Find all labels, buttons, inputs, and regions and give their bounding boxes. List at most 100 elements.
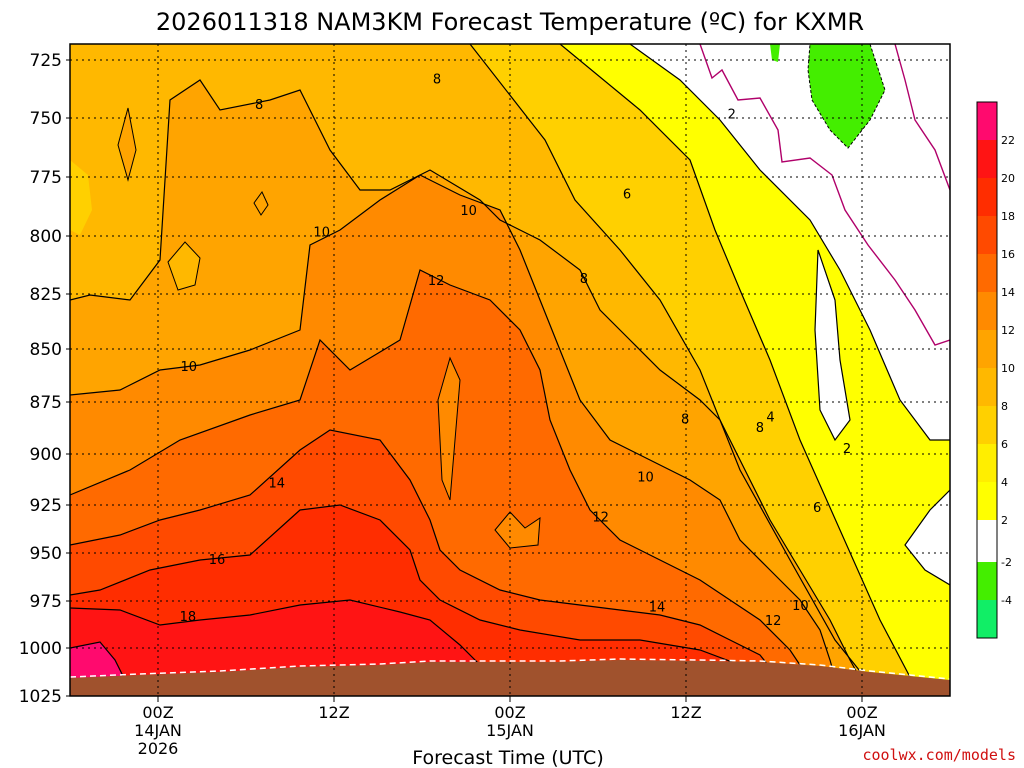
chart-title: 2026011318 NAM3KM Forecast Temperature (… [156,8,864,36]
svg-text:00Z: 00Z [846,703,877,722]
y-tick: 925 [30,496,70,516]
y-tick: 1000 [19,639,70,659]
band-below-zero [807,44,886,149]
contour-label: 2 [728,107,736,122]
band-0-2-pocket [815,250,850,440]
svg-text:15JAN: 15JAN [486,721,534,740]
contour-label: 10 [460,204,477,219]
colorbar-label: 6 [1001,438,1008,451]
contour-lines [70,44,950,696]
colorbar-swatch [977,368,997,406]
feature-cell [117,107,137,182]
svg-text:12Z: 12Z [670,703,701,722]
svg-text:775: 775 [30,168,62,188]
colorbar-swatch [977,520,997,562]
y-tick: 750 [30,109,70,129]
svg-text:1025: 1025 [19,687,62,707]
svg-text:00Z: 00Z [142,703,173,722]
colorbar-label: 18 [1001,210,1015,223]
colorbar-label: 8 [1001,400,1008,413]
colorbar-swatch [977,444,997,482]
y-tick: 1025 [19,687,70,707]
colorbar-label: 20 [1001,172,1015,185]
band-0-2-lower [905,490,950,585]
x-axis-label: Forecast Time (UTC) [412,747,603,768]
contour-line [559,44,921,696]
svg-text:2026: 2026 [138,739,179,758]
colorbar-swatch [977,102,997,140]
contour-label: 10 [313,225,330,240]
colorbar: 22 20 18 16 14 12 10 8 6 4 2 -2 -4 [976,101,1015,639]
y-tick: 825 [30,285,70,305]
colorbar-swatch [977,600,997,638]
contour-line [70,504,761,696]
contour-label: 18 [180,610,197,625]
x-tick: 12Z [670,696,702,722]
colorbar-swatch [977,562,997,600]
magenta-line [699,44,950,346]
svg-text:800: 800 [30,227,62,247]
y-tick: 900 [30,445,70,465]
y-axis: 725 750 775 800 825 850 875 900 925 950 … [19,51,70,707]
colorbar-label: 16 [1001,248,1015,261]
band-0-2 [630,44,950,440]
contour-line [814,249,851,442]
terrain-edge [70,658,950,680]
colorbar-label: 14 [1001,286,1015,299]
contour-label: 12 [765,614,782,629]
colorbar-label: 22 [1001,134,1015,147]
y-tick: 850 [30,340,70,360]
colorbar-frame [976,101,998,639]
svg-text:900: 900 [30,445,62,465]
contour-label: 12 [428,274,445,289]
feature-cell [437,356,461,501]
svg-text:825: 825 [30,285,62,305]
colorbar-swatch [977,482,997,520]
svg-text:750: 750 [30,109,62,129]
contour-line [629,44,950,441]
x-tick: 00Z 16JAN [838,696,886,740]
colorbar-swatch [977,406,997,444]
contour-line [70,174,841,696]
terrain [70,660,950,696]
magenta-line [894,44,950,191]
y-tick: 775 [30,168,70,188]
svg-text:875: 875 [30,393,62,413]
contour-label: 8 [756,421,764,436]
contour-label: 10 [637,470,654,485]
svg-text:16JAN: 16JAN [838,721,886,740]
x-tick: 12Z [318,696,350,722]
colorbar-label: 4 [1001,476,1008,489]
contour-line [70,269,821,696]
y-tick: 725 [30,51,70,71]
contour-label: 14 [269,477,286,492]
feature-cell [167,241,201,291]
contour-line [70,429,791,696]
svg-text:950: 950 [30,544,62,564]
contour-label: 16 [209,553,226,568]
contour-label: 2 [843,442,851,457]
x-axis: 00Z 14JAN 2026 12Z 00Z 15JAN 12Z 00Z 16J… [134,696,886,758]
colorbar-label: 10 [1001,362,1015,375]
band-below-zero-small [770,44,780,62]
gridlines [70,44,950,696]
svg-text:12Z: 12Z [318,703,349,722]
magenta-lines [699,44,950,346]
svg-text:725: 725 [30,51,62,71]
contour-label: 12 [592,511,609,526]
contour-label: 6 [813,501,821,516]
contour-label: 10 [181,360,198,375]
svg-text:1000: 1000 [19,639,62,659]
colorbar-label: 2 [1001,514,1008,527]
svg-text:975: 975 [30,592,62,612]
contour-label: 4 [766,411,774,426]
y-tick: 875 [30,393,70,413]
contour-label: 14 [649,601,666,616]
contour-label: 8 [681,413,689,428]
svg-text:850: 850 [30,340,62,360]
colorbar-swatch [977,178,997,216]
y-tick: 800 [30,227,70,247]
contour-label: 6 [623,188,631,203]
feature-cell [253,191,269,216]
